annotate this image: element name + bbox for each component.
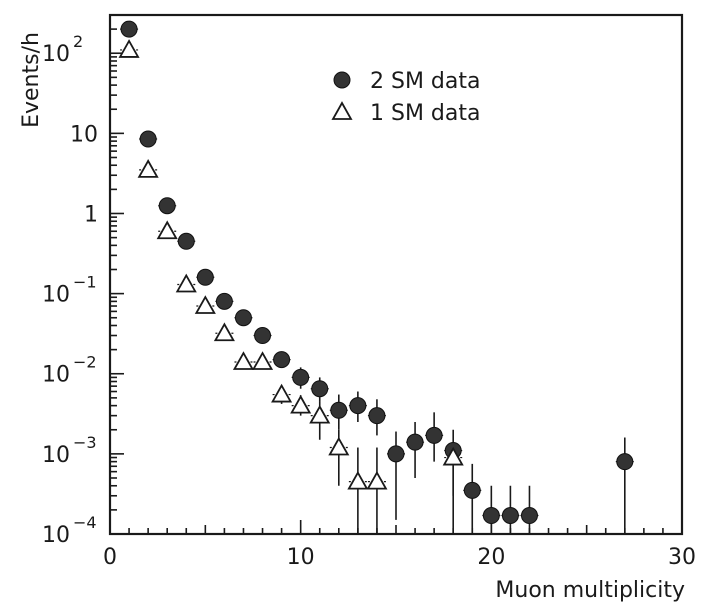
data-point-2sm: [120, 20, 138, 38]
legend-marker-filled-circle: [333, 71, 351, 89]
data-point-2sm: [177, 232, 195, 250]
data-point-1sm: [175, 273, 197, 293]
data-point-2sm: [196, 268, 214, 286]
legend: 2 SM data 1 SM data: [331, 69, 480, 126]
data-point-2sm: [387, 445, 405, 463]
x-tick-label: 10: [287, 545, 315, 570]
y-tick-exponent: 2: [73, 32, 83, 51]
data-point-1sm: [137, 159, 159, 178]
legend-marker-open-triangle: [331, 101, 353, 120]
data-point-2sm: [234, 309, 252, 327]
x-axis: 0 10 20 30: [103, 545, 696, 570]
y-tick-label: 10: [42, 443, 70, 468]
y-tick-exponent: −4: [73, 513, 97, 532]
data-point-2sm: [349, 397, 367, 415]
data-point-2sm: [254, 327, 272, 345]
data-point-1sm: [118, 39, 140, 58]
data-point-2sm: [215, 292, 233, 310]
data-point-2sm: [139, 130, 157, 148]
data-point-2sm: [311, 380, 329, 398]
data-point-2sm: [368, 407, 386, 425]
data-point-2sm: [501, 507, 519, 525]
legend-entry-1sm: 1 SM data: [331, 101, 480, 126]
x-tick-label: 0: [103, 545, 117, 570]
data-point-2sm: [406, 433, 424, 451]
y-tick-exponent: −3: [73, 433, 97, 452]
y-tick-label: 10: [42, 523, 70, 548]
y-tick-label: 10: [42, 42, 70, 67]
x-tick-label: 30: [668, 545, 696, 570]
data-point-2sm: [520, 507, 538, 525]
y-tick-label: 10: [70, 122, 98, 147]
legend-label-1sm: 1 SM data: [370, 101, 480, 126]
data-point-1sm: [309, 404, 331, 424]
data-point-1sm: [366, 470, 388, 490]
y-tick-exponent: −1: [73, 273, 97, 292]
data-point-2sm: [330, 401, 348, 419]
y-tick-label: 10: [42, 283, 70, 308]
y-tick-label: 1: [84, 202, 98, 227]
x-tick-label: 20: [477, 545, 505, 570]
y-tick-label: 10: [42, 363, 70, 388]
data-point-2sm: [158, 197, 176, 215]
legend-label-2sm: 2 SM data: [370, 69, 480, 94]
data-point-2sm: [273, 351, 291, 369]
data-point-2sm: [616, 453, 634, 471]
data-point-1sm: [347, 470, 369, 490]
data-point-1sm: [271, 383, 293, 403]
data-point-2sm: [482, 507, 500, 525]
data-point-1sm: [442, 446, 464, 466]
data-point-1sm: [194, 295, 216, 314]
y-tick-exponent: −2: [73, 353, 97, 372]
data-point-2sm: [425, 426, 443, 444]
data-point-1sm: [213, 322, 235, 342]
data-point-1sm: [156, 220, 178, 240]
data-point-2sm: [292, 368, 310, 386]
data-point-1sm: [251, 351, 274, 370]
data-point-1sm: [290, 394, 312, 414]
data-markers: [118, 20, 634, 525]
y-axis-label: Events/h: [19, 32, 44, 128]
data-point-1sm: [328, 436, 350, 456]
data-point-1sm: [232, 351, 255, 370]
x-axis-label: Muon multiplicity: [495, 578, 685, 603]
legend-entry-2sm: 2 SM data: [333, 69, 480, 94]
data-point-2sm: [463, 481, 481, 499]
